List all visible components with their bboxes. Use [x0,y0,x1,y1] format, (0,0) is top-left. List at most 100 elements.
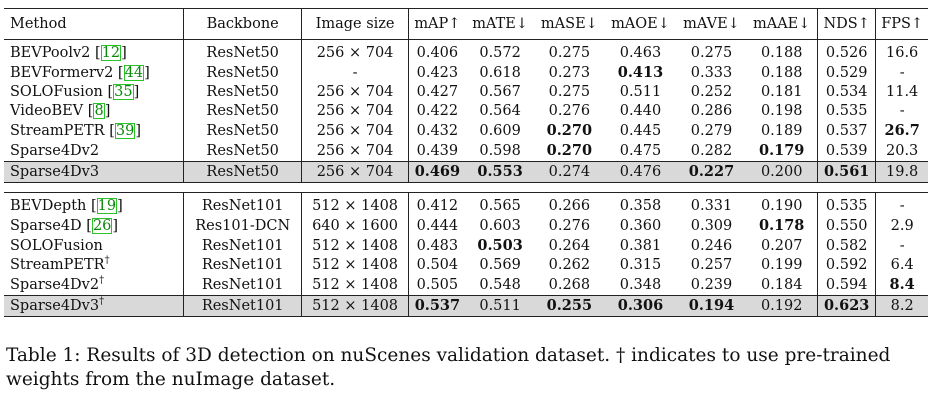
metric-cell: 0.188 [746,39,819,63]
gap-cell [408,182,466,193]
metric-cell: 0.306 [604,295,677,317]
metric-cell: 0.179 [746,141,819,162]
metric-cell: 0.207 [746,236,819,256]
method-name: Sparse4Dv2 [10,276,100,293]
metric-cell: 0.603 [479,217,521,234]
metric-value-best: 0.306 [617,297,664,314]
metric-cell: 0.358 [619,198,662,214]
table-row: StreamPETR [39] ResNet50 256 × 704 0.432 0.6… [4,121,928,141]
metric-cell: 0.572 [479,45,521,61]
metric-value-best: 0.179 [758,142,805,159]
metric-cell: 0.564 [479,103,521,119]
backbone-cell: ResNet50 [183,102,303,121]
metric-cell: 26.7 [876,121,928,141]
gap-cell [465,182,535,193]
metric-cell: 0.360 [619,217,662,234]
metric-cell: 0.286 [690,103,733,119]
table-row: Sparse4Dv2† ResNet101 512 × 1408 0.505 0.548… [4,275,928,296]
metric-cell: 0.503 [466,236,535,256]
metric-cell: 0.227 [676,161,747,183]
citation-ref: 19 [96,198,118,214]
metric-cell: 0.239 [690,276,733,293]
gap-cell [817,182,876,193]
metric-cell: 0.255 [534,295,605,317]
metric-cell: - [899,198,905,214]
metric-cell: 0.194 [676,295,747,317]
table-row: SOLOFusion [35] ResNet50 256 × 704 0.427 0.5… [4,83,928,102]
method-cell: BEVFormerv2 [44] [4,63,185,83]
gap-cell [534,182,605,193]
image-size-cell: 256 × 704 [301,121,409,141]
dagger-mark: † [99,274,105,286]
metric-cell: 0.279 [690,122,733,139]
metric-cell: 0.348 [619,276,662,293]
metric-cell: 0.550 [817,216,877,236]
metric-cell: 0.309 [690,217,733,234]
metric-cell: 0.331 [690,198,733,214]
header-cell: mAOE↓ [604,8,677,40]
backbone-cell: ResNet50 [183,39,303,63]
image-size-cell: 512 × 1408 [301,236,409,256]
metric-cell: 0.440 [619,103,662,119]
ours-row: Sparse4Dv3 ResNet50 256 × 704 0.469 0.553 0.2… [4,161,928,183]
metric-value-best: 0.178 [758,217,805,234]
gap-cell [183,182,302,193]
metric-value-best: 0.270 [546,142,593,159]
image-size-cell: 256 × 704 [301,83,409,102]
metric-cell: 0.469 [408,161,466,183]
backbone-cell: ResNet50 [183,83,303,102]
metric-value-best: 0.270 [546,122,593,139]
table-header-row: Method Backbone Image size mAP↑ mATE↓ mASE↓ mA… [4,8,928,40]
header-cell: mAP↑ [408,8,466,40]
image-size-cell: 256 × 704 [301,141,409,162]
metric-cell: 0.598 [479,142,521,159]
method-name: SOLOFusion [10,237,103,254]
metric-cell: 0.529 [817,63,877,83]
metric-value-best: 0.503 [477,237,523,254]
metric-cell: 0.569 [479,257,521,273]
metric-value-best: 0.623 [823,297,870,314]
metric-cell: 0.270 [534,141,604,162]
metric-cell: 0.315 [619,257,662,273]
metric-cell: 0.184 [746,275,819,296]
image-size-cell: 256 × 704 [301,102,409,121]
header-cell: NDS↑ [817,8,877,40]
metric-value-best: 0.194 [688,297,735,314]
method-name: Sparse4Dv3 [10,297,100,314]
metric-cell: 0.548 [479,276,521,293]
header-cell: mAVE↓ [676,8,747,40]
backbone-cell: ResNet101 [183,275,303,296]
metric-cell: 0.565 [479,198,521,214]
metric-cell: 0.264 [548,237,591,254]
table-row: SOLOFusion ResNet101 512 × 1408 0.483 0.503 0… [4,236,928,256]
metric-cell: 0.535 [817,192,877,216]
method-cell: Sparse4Dv3 [4,161,185,183]
method-name: Sparse4D [10,217,82,234]
metric-cell: 0.553 [465,161,535,183]
metric-value-best: 0.255 [546,297,593,314]
metric-cell: 0.511 [465,295,535,317]
dagger-mark: † [99,295,105,307]
group-gap [4,182,928,193]
metric-cell: 0.504 [416,257,459,273]
metric-cell: 0.275 [690,45,733,61]
metric-cell: 0.505 [416,276,459,293]
metric-cell: 0.266 [548,198,591,214]
metric-cell: 19.8 [875,161,928,183]
dagger-mark: † [104,255,110,267]
metric-cell: 0.257 [690,257,733,273]
metric-cell: 0.618 [479,64,521,81]
metric-cell: 0.252 [690,84,733,100]
table-row: Sparse4D [26] Res101-DCN 640 × 1600 0.444 0.… [4,216,928,236]
image-size-cell: 512 × 1408 [301,275,409,296]
method-cell: StreamPETR† [4,255,185,275]
metric-value-best: 8.4 [889,276,915,293]
metric-cell: 0.273 [548,64,591,81]
method-cell: StreamPETR [39] [4,121,185,141]
citation-ref: 39 [114,122,136,139]
method-cell: Sparse4D [26] [4,216,185,236]
metric-cell: 0.445 [619,122,662,139]
metric-cell: 0.333 [690,64,733,81]
header-cell: mAAE↓ [746,8,819,40]
backbone-cell: ResNet101 [183,236,303,256]
